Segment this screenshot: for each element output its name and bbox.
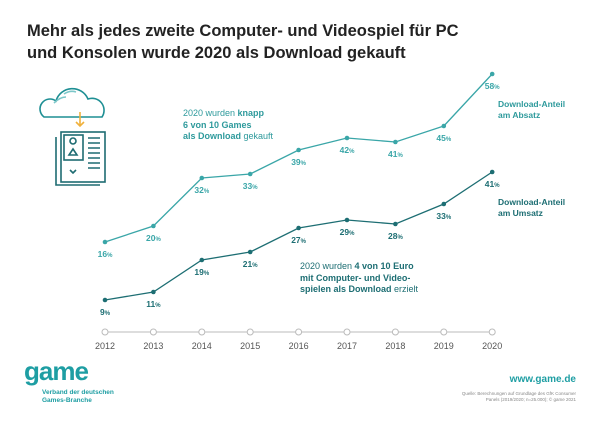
annotation-absatz: 2020 wurden knapp 6 von 10 Games als Dow… <box>183 108 273 143</box>
note-bold: 6 von 10 Games <box>183 119 252 130</box>
data-label: 20% <box>146 233 161 243</box>
data-label: 16% <box>98 249 113 259</box>
data-point <box>199 175 205 181</box>
source-line: Quelle: Berechnungen auf Grundlage des G… <box>461 391 576 396</box>
x-tick <box>149 328 157 336</box>
data-label: 9% <box>100 307 111 317</box>
data-label: 33% <box>243 181 258 191</box>
note-text: erzielt <box>391 284 419 294</box>
cloud-download-game-icon <box>39 87 106 186</box>
data-label: 33% <box>436 211 451 221</box>
chart-title: Mehr als jedes zweite Computer- und Vide… <box>27 20 587 64</box>
x-tick-label: 2016 <box>289 341 309 351</box>
data-point <box>247 171 253 177</box>
legend-line: Download-Anteil <box>498 99 566 109</box>
note-bold: mit Computer- und Video- <box>300 272 411 283</box>
data-label: 19% <box>194 267 209 277</box>
note-text: 2020 wurden <box>300 261 355 271</box>
x-axis: 2012 2013 2014 2015 2016 2017 2018 2019 2020 <box>95 328 502 351</box>
source-note: Quelle: Berechnungen auf Grundlage des G… <box>406 391 576 403</box>
data-label: 32% <box>194 185 209 195</box>
data-point <box>151 289 156 295</box>
data-label: 45% <box>436 133 451 143</box>
x-tick <box>246 328 254 336</box>
data-point <box>102 239 108 245</box>
x-tick-label: 2019 <box>434 341 454 351</box>
x-tick-label: 2015 <box>240 341 260 351</box>
data-point <box>296 147 301 153</box>
legend-umsatz: Download-Anteil am Umsatz <box>498 197 565 219</box>
note-bold: knapp <box>237 108 265 118</box>
note-bold: spielen als Download <box>300 284 392 294</box>
data-point <box>393 139 398 145</box>
data-point <box>441 123 447 129</box>
data-point <box>199 257 205 263</box>
x-tick <box>295 328 303 336</box>
data-label: 39% <box>291 157 306 167</box>
data-label: 28% <box>388 231 403 241</box>
data-point <box>102 297 108 303</box>
series-layer: 16% 20% 32% 33% 39% 42% 41% 45% 58% 9% 11% 19% 21% 27… <box>98 71 500 317</box>
website-link[interactable]: www.game.de <box>509 374 576 385</box>
data-label: 27% <box>291 235 306 245</box>
data-label: 11% <box>146 299 161 309</box>
legend-line: am Umsatz <box>498 208 543 218</box>
data-label: 58% <box>485 81 500 91</box>
data-point <box>489 71 495 77</box>
x-tick-label: 2018 <box>385 341 405 351</box>
data-point <box>489 169 495 175</box>
x-tick-label: 2014 <box>192 341 212 351</box>
note-text: gekauft <box>241 131 274 141</box>
note-text: 2020 wurden <box>183 108 238 118</box>
data-label: 42% <box>340 145 355 155</box>
data-point <box>247 249 253 255</box>
data-point <box>151 223 156 229</box>
title-line-2: und Konsolen wurde 2020 als Download gek… <box>27 44 406 62</box>
note-bold: als Download <box>183 131 242 141</box>
x-tick-label: 2020 <box>482 341 502 351</box>
data-label: 21% <box>243 259 258 269</box>
legend-absatz: Download-Anteil am Absatz <box>498 99 565 121</box>
data-label: 41% <box>388 149 403 159</box>
x-tick-label: 2017 <box>337 341 357 351</box>
data-label: 29% <box>340 227 355 237</box>
data-point <box>393 221 398 227</box>
x-tick <box>440 328 448 336</box>
org-line: Games-Branche <box>42 397 92 404</box>
data-point <box>344 135 350 141</box>
title-line-1: Mehr als jedes zweite Computer- und Vide… <box>27 22 459 40</box>
x-tick-label: 2012 <box>95 341 115 351</box>
legend-line: Download-Anteil <box>498 197 566 207</box>
x-tick <box>198 328 206 336</box>
data-point <box>441 201 447 207</box>
annotation-umsatz: 2020 wurden 4 von 10 Euro mit Computer- … <box>300 261 418 296</box>
x-tick <box>343 328 351 336</box>
org-line: Verband der deutschen <box>42 389 114 396</box>
legend-line: am Absatz <box>498 110 541 120</box>
x-tick <box>391 328 399 336</box>
x-tick-label: 2013 <box>143 341 163 351</box>
data-label: 41% <box>485 179 500 189</box>
data-point <box>296 225 301 231</box>
game-logo: game <box>24 356 89 386</box>
source-line: Panels (2019/2020; n=25.000); © game 202… <box>485 397 576 402</box>
organization-name: Verband der deutschen Games-Branche <box>42 389 114 405</box>
x-tick <box>488 328 496 336</box>
note-bold: 4 von 10 Euro <box>354 261 414 271</box>
data-point <box>344 217 350 223</box>
x-tick <box>101 328 109 336</box>
